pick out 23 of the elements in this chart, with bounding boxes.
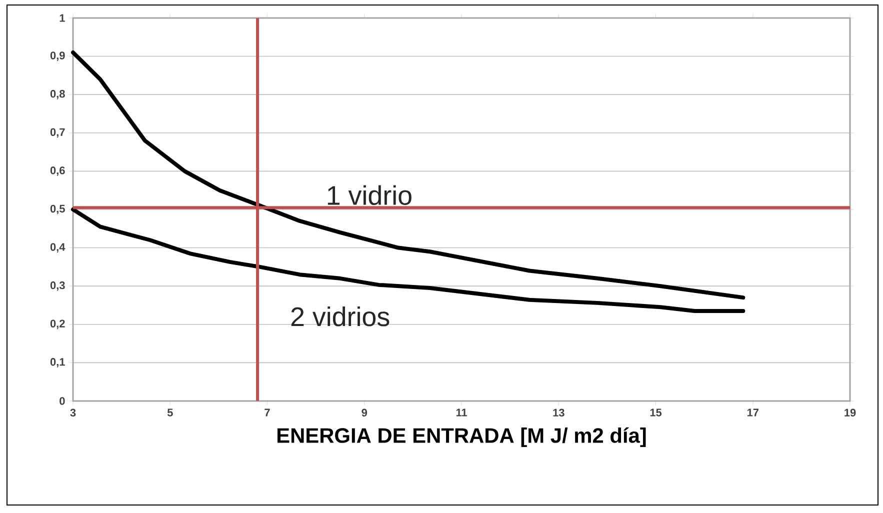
y-tick-label: 0,6 bbox=[50, 166, 65, 176]
y-tick-label: 0,8 bbox=[50, 90, 65, 100]
y-tick-label: 0,7 bbox=[50, 128, 65, 138]
y-tick-label: 0,2 bbox=[50, 320, 65, 330]
y-tick-label: 0 bbox=[60, 397, 65, 405]
x-tick-label: 13 bbox=[553, 408, 564, 417]
x-tick-label: 15 bbox=[650, 408, 662, 416]
series-label: 2 vidrios bbox=[291, 306, 390, 326]
y-tick-label: 0,5 bbox=[50, 204, 65, 214]
y-tick-label: 0,3 bbox=[50, 281, 65, 291]
x-tick-label: 3 bbox=[70, 408, 76, 417]
x-axis-title: ENERGIA DE ENTRADA [M J/ m2 día] bbox=[278, 427, 646, 448]
x-tick-label: 9 bbox=[362, 408, 368, 417]
x-tick-label: 19 bbox=[844, 408, 856, 417]
y-tick-label: 1 bbox=[60, 14, 65, 22]
y-tick-label: 0,4 bbox=[50, 243, 66, 252]
x-tick-label: 11 bbox=[456, 408, 467, 416]
x-tick-label: 5 bbox=[167, 408, 173, 416]
x-tick-label: 7 bbox=[264, 408, 270, 416]
y-tick-label: 0,1 bbox=[50, 358, 65, 368]
y-tick-label: 0,9 bbox=[50, 52, 65, 61]
series-label: 1 vidrio bbox=[328, 185, 412, 206]
x-tick-label: 17 bbox=[747, 408, 758, 416]
